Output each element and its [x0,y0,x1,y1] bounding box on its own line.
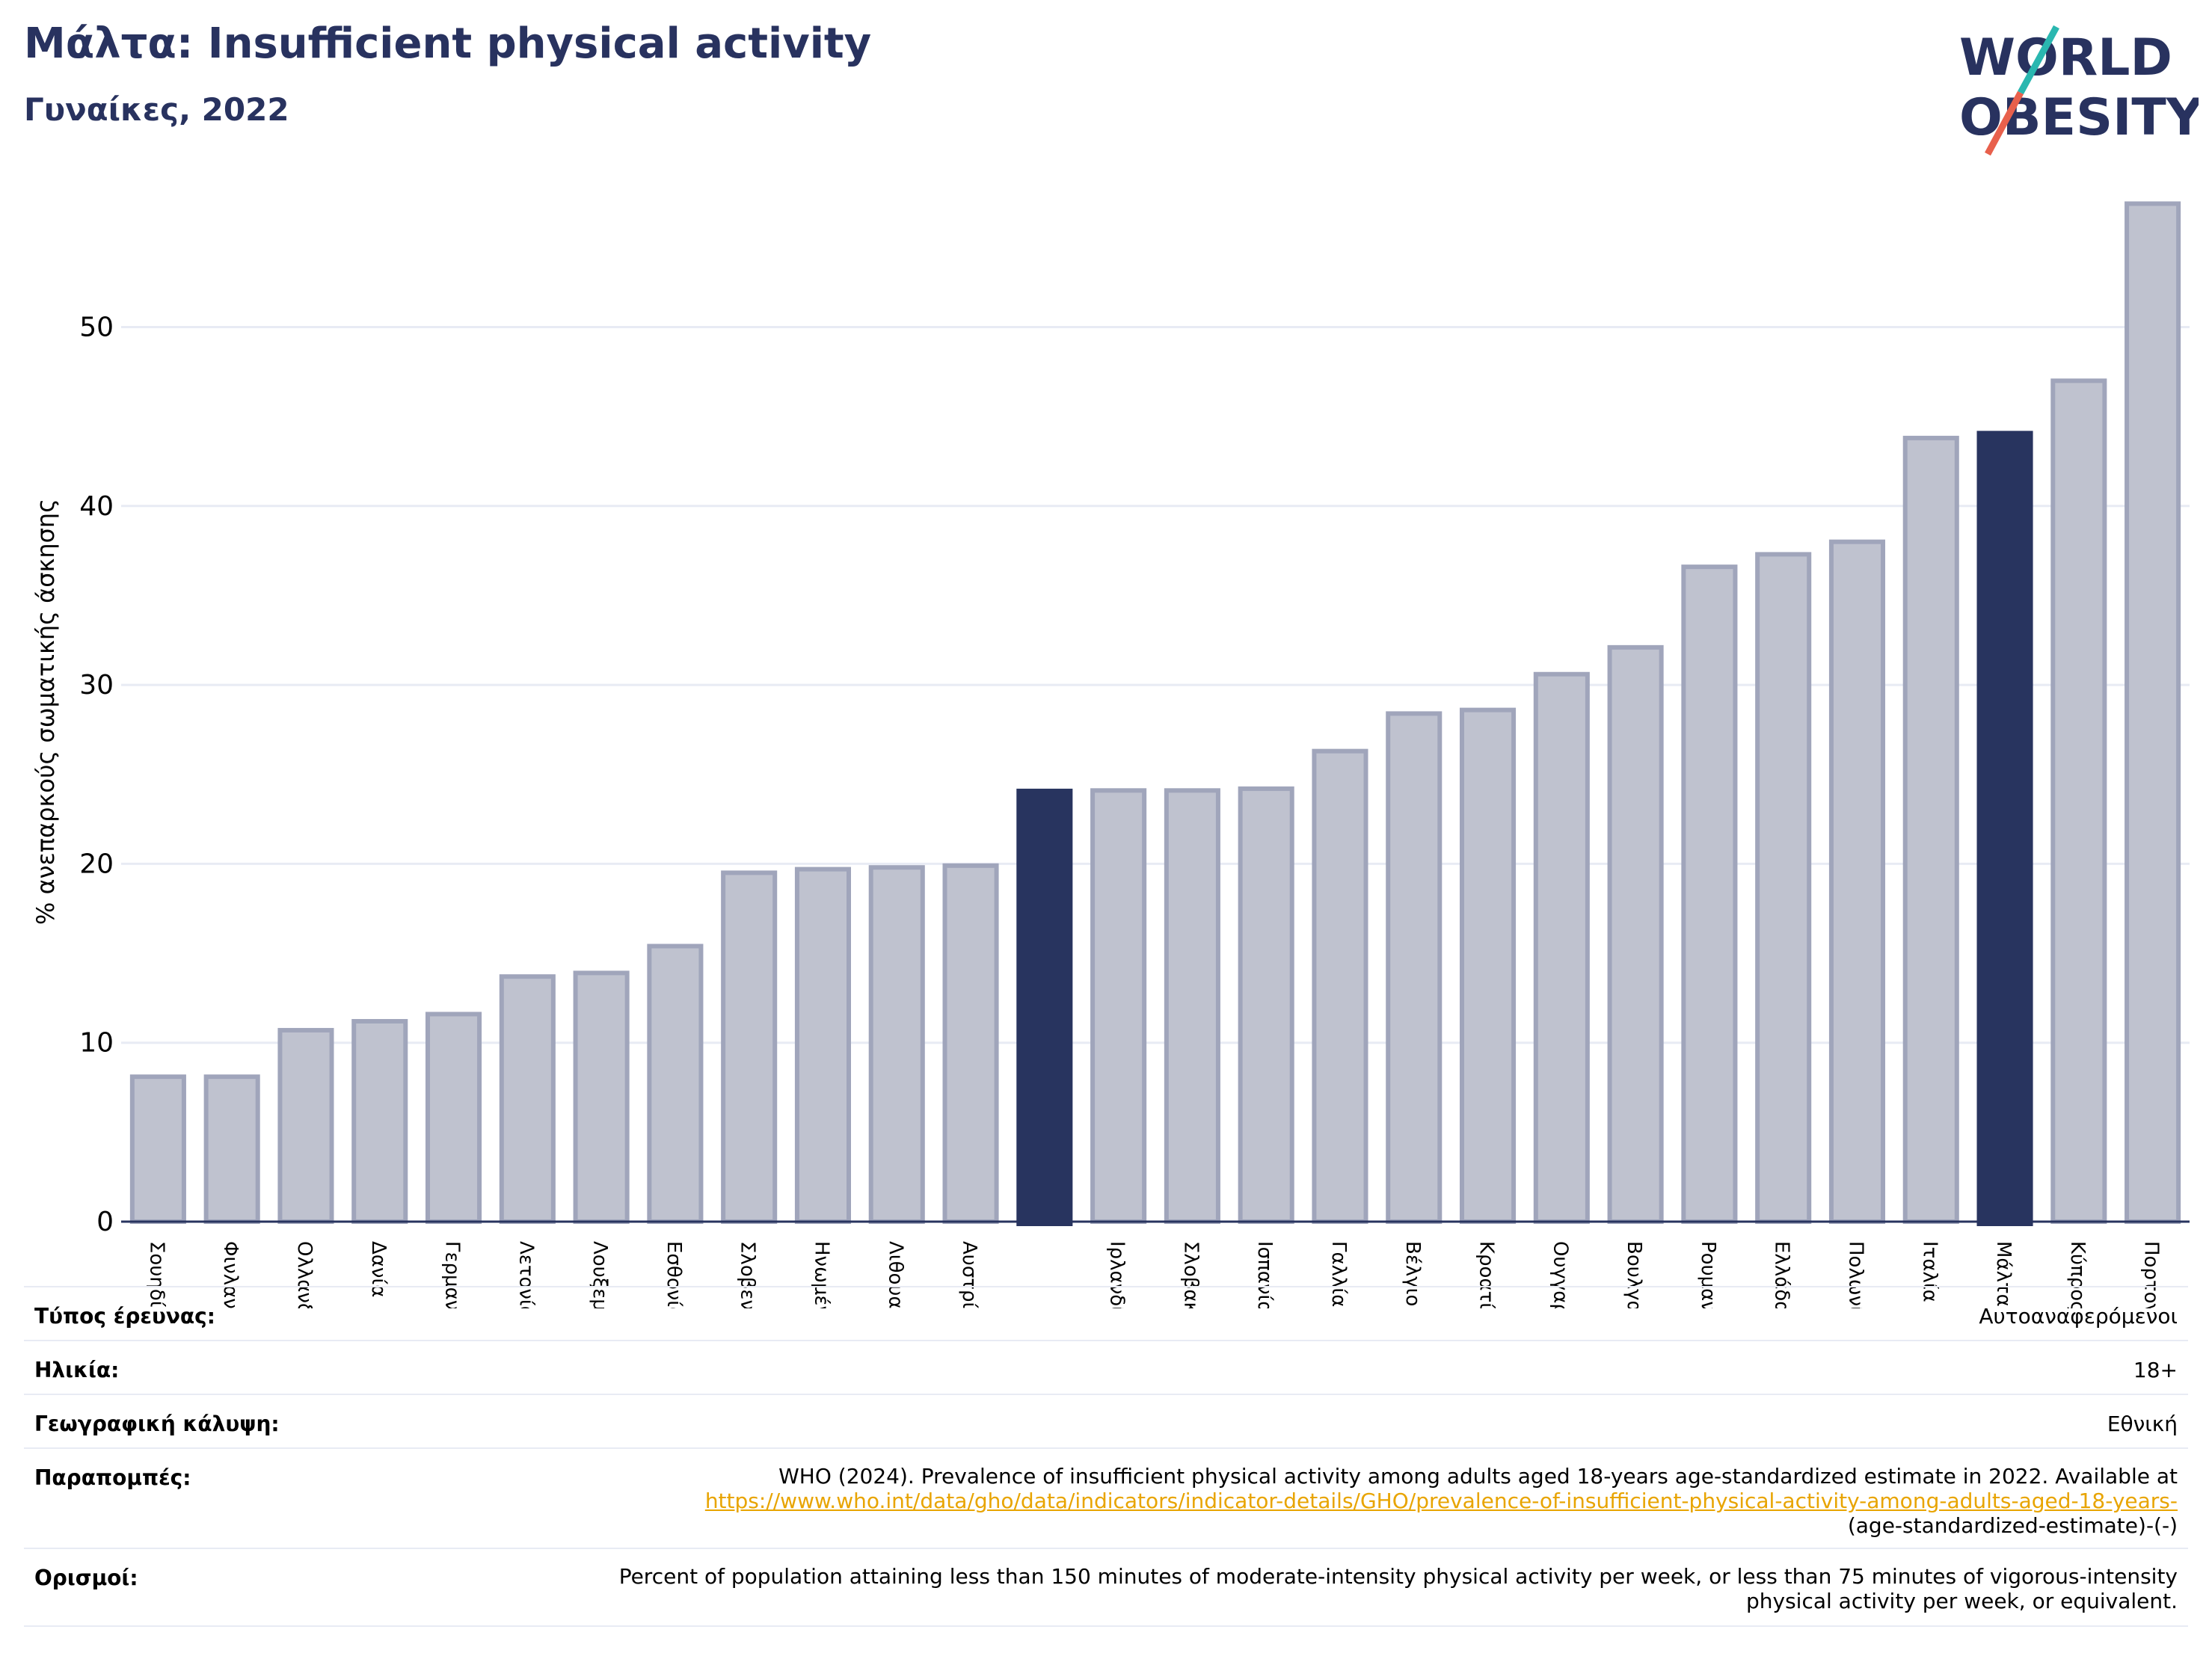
bar [1164,788,1220,1225]
x-tick-label: Κύπρος [2066,1241,2089,1308]
bar [2050,378,2107,1225]
age-row: Ηλικία: 18+ [24,1340,2188,1394]
bar [1386,711,1443,1224]
logo-line1: WORLD [1959,28,2172,87]
page-title: Μάλτα: Insufficient physical activity [24,19,872,68]
x-tick-label: Βέλγιο [1401,1241,1424,1306]
references-label: Παραπομπές: [34,1465,191,1490]
survey-type-value: Αυτοαναφερόμενοι [1979,1304,2178,1329]
page-subtitle: Γυναίκες, 2022 [24,91,289,128]
references-tail: (age-standardized-estimate)-(-) [1847,1513,2178,1538]
x-tick-label: Κροατία [1475,1241,1498,1308]
y-tick-label: 20 [79,849,114,879]
bar [1459,707,1517,1224]
bar [1902,435,1959,1224]
bar [2125,201,2181,1225]
x-tick-label: Γαλλία [1327,1241,1350,1307]
coverage-label: Γεωγραφική κάλυψη: [34,1412,280,1436]
logo-accent-red [1985,90,2024,156]
bar [499,974,556,1224]
coverage-row: Γεωγραφική κάλυψη: Εθνική [24,1394,2188,1447]
x-tick-label: Ελλάδα [1771,1241,1793,1308]
bar [794,867,852,1224]
bar [1828,539,1886,1224]
y-tick-label: 30 [79,670,114,701]
x-tick-label: Λετονία [514,1241,537,1308]
x-tick-label: Πορτογαλία [2140,1241,2163,1308]
x-tick-label: Εσθονία [663,1241,685,1308]
definitions-label: Ορισμοί: [34,1566,138,1590]
x-tick-label: Σουηδία [145,1241,168,1308]
bar [647,944,704,1224]
x-tick-label: Λιθουανία [884,1241,906,1308]
bar [1607,644,1664,1224]
definitions-row: Ορισμοί: Percent of population attaining… [24,1548,2188,1627]
x-tick-label: Ηνωμένο Βασίλειο [810,1241,832,1308]
bar [129,1074,186,1225]
x-tick-label: Μάλτα [1992,1241,2015,1307]
bar [1090,788,1147,1225]
bar [1312,748,1368,1224]
bottom-divider [24,1625,2188,1627]
x-tick-label: Ιρλανδία [1106,1241,1128,1308]
x-tick-label: Βουλγαρία [1623,1241,1645,1308]
survey-type-row: Τύπος έρευνας: Αυτοαναφερόμενοι [24,1286,2188,1340]
x-tick-label: Λουξεμβούργο [589,1241,611,1308]
bar [351,1018,408,1224]
bar [425,1012,482,1225]
x-tick-label: Πολωνία [1844,1241,1867,1308]
x-tick-label: Ολλανδία [293,1241,316,1308]
bar [1533,671,1590,1224]
x-tick-label: Αυστρία [958,1241,980,1308]
age-value: 18+ [2133,1358,2178,1382]
bar [868,865,925,1224]
y-tick-label: 0 [96,1207,114,1237]
bar [277,1027,334,1225]
references-value: WHO (2024). Prevalence of insufficient p… [570,1464,2178,1538]
references-row: Παραπομπές: WHO (2024). Prevalence of in… [24,1447,2188,1548]
y-tick-label: 50 [79,313,114,343]
bar [573,970,630,1225]
x-tick-label: Σλοβενία [737,1241,759,1308]
references-text: WHO (2024). Prevalence of insufficient p… [778,1464,2178,1489]
bar [1755,552,1812,1224]
x-tick-label: Σλοβακία [1179,1241,1202,1308]
bar [721,870,778,1224]
bar [1976,431,2033,1226]
definitions-value: Percent of population attaining less tha… [618,1564,2178,1613]
bar [942,863,999,1225]
y-axis-label: % ανεπαρκούς σωματικής άσκησης [31,499,60,925]
x-tick-label: Ισπανία [1253,1241,1276,1308]
y-tick-label: 10 [79,1028,114,1059]
bar [1016,788,1073,1226]
x-tick-label: Ρουμανία [1697,1241,1719,1308]
survey-type-label: Τύπος έρευνας: [34,1304,215,1329]
x-tick-label: Ιταλία [1918,1241,1941,1302]
y-tick-label: 40 [79,491,114,522]
bar [1238,786,1294,1224]
x-tick-label: Γερμανία [441,1241,464,1308]
coverage-value: Εθνική [2107,1412,2178,1436]
age-label: Ηλικία: [34,1358,120,1382]
logo-accent-teal [2018,25,2059,95]
x-tick-label: Φινλανδία [219,1241,242,1308]
x-tick-label: Δανία [367,1241,390,1297]
x-tick-label: Ουγγαρία [1549,1241,1571,1308]
bar [203,1074,260,1225]
world-obesity-logo: WORLD OBESITY [1959,25,2199,156]
references-link[interactable]: https://www.who.int/data/gho/data/indica… [704,1489,2178,1513]
bar-chart: 0 10 20 30 40 50 % ανεπαρκούς σωματικής άσκηση… [31,201,2190,1308]
bar [1681,564,1738,1224]
